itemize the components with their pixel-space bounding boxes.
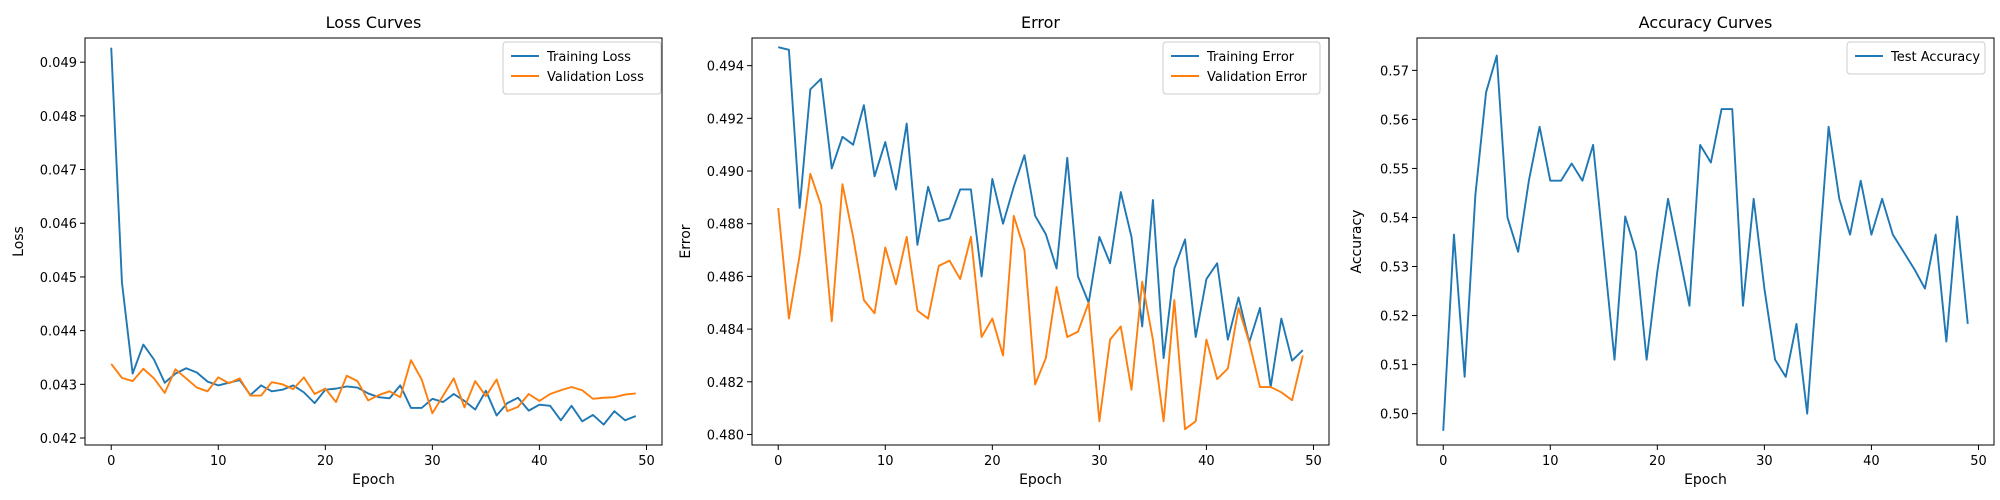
- y-tick-label: 0.52: [1380, 310, 1409, 325]
- y-tick-label: 0.482: [707, 376, 744, 391]
- chart-title: Error: [1021, 13, 1060, 32]
- y-tick-label: 0.56: [1380, 113, 1409, 128]
- y-tick-label: 0.51: [1380, 359, 1409, 374]
- x-tick-label: 40: [531, 454, 548, 469]
- x-tick-label: 20: [984, 454, 1001, 469]
- x-tick-label: 10: [1542, 454, 1559, 469]
- axes-frame: [1416, 37, 1995, 446]
- y-tick-label: 0.049: [40, 56, 77, 71]
- series-line-validation-loss: [110, 359, 636, 415]
- x-tick-label: 0: [1439, 454, 1447, 469]
- y-axis-label: Loss: [11, 226, 27, 257]
- axes-frame: [84, 37, 663, 446]
- chart-panel-3: 0 10 20 30 40 50 0.50 0.51 0.52 0.53 0.54 0.55 0.56 0…: [1349, 13, 1995, 488]
- series-line-test-accuracy: [1442, 54, 1969, 431]
- x-tick-label: 50: [1970, 454, 1987, 469]
- y-tick-label: 0.55: [1380, 162, 1409, 177]
- chart-title: Accuracy Curves: [1639, 13, 1773, 32]
- legend-box: [1162, 41, 1321, 95]
- y-tick-label: 0.480: [707, 428, 744, 443]
- x-tick-label: 50: [638, 454, 655, 469]
- y-tick-label: 0.043: [40, 378, 77, 393]
- y-tick-label: 0.048: [40, 110, 77, 125]
- series-line-validation-error: [777, 172, 1304, 431]
- y-tick-label: 0.042: [40, 432, 77, 447]
- x-tick-label: 50: [1305, 454, 1322, 469]
- series-line-training-error: [778, 46, 1304, 388]
- y-tick-label: 0.046: [40, 217, 77, 232]
- x-tick-label: 20: [1649, 454, 1666, 469]
- x-tick-label: 40: [1863, 454, 1880, 469]
- y-tick-label: 0.54: [1380, 211, 1409, 226]
- y-tick-label: 0.492: [707, 112, 744, 127]
- legend-label: Validation Loss: [547, 70, 644, 85]
- legend: Training Error Validation Error: [1162, 41, 1321, 95]
- legend-box: [502, 41, 662, 95]
- x-axis-label: Epoch: [352, 472, 395, 488]
- series-line-training-loss: [110, 47, 637, 426]
- y-tick-label: 0.484: [707, 323, 744, 338]
- x-tick-label: 40: [1198, 454, 1215, 469]
- legend-label: Training Error: [1206, 50, 1295, 65]
- legend: Training Loss Validation Loss: [502, 41, 662, 95]
- y-tick-label: 0.488: [707, 218, 744, 233]
- x-tick-label: 0: [107, 454, 115, 469]
- y-tick-label: 0.494: [707, 60, 744, 75]
- x-tick-label: 30: [1091, 454, 1108, 469]
- y-tick-label: 0.044: [40, 325, 77, 340]
- y-axis-label: Accuracy: [1349, 210, 1365, 274]
- x-axis-label: Epoch: [1684, 472, 1727, 488]
- x-tick-label: 10: [210, 454, 227, 469]
- y-tick-label: 0.50: [1380, 408, 1409, 423]
- x-tick-label: 30: [424, 454, 441, 469]
- legend-label: Validation Error: [1207, 70, 1308, 85]
- chart-title: Loss Curves: [326, 13, 422, 32]
- y-tick-label: 0.047: [40, 164, 77, 179]
- y-tick-label: 0.045: [40, 271, 77, 286]
- y-tick-label: 0.486: [707, 270, 744, 285]
- legend-box: [1846, 41, 1986, 75]
- x-tick-label: 10: [877, 454, 894, 469]
- y-tick-label: 0.53: [1380, 261, 1409, 276]
- y-tick-label: 0.57: [1380, 64, 1409, 79]
- axes-frame: [751, 37, 1330, 446]
- legend-label: Training Loss: [546, 50, 631, 65]
- chart-panel-1: 0 10 20 30 40 50 0.042 0.043 0.044 0.045 0.046 0.04…: [11, 13, 663, 488]
- legend: Test Accuracy: [1846, 41, 1986, 75]
- x-tick-label: 30: [1756, 454, 1773, 469]
- y-axis-label: Error: [678, 224, 694, 258]
- x-tick-label: 20: [317, 454, 334, 469]
- legend-label: Test Accuracy: [1890, 50, 1980, 65]
- x-axis-label: Epoch: [1019, 472, 1062, 488]
- x-tick-label: 0: [774, 454, 782, 469]
- y-tick-label: 0.490: [707, 165, 744, 180]
- chart-panel-2: 0 10 20 30 40 50 0.480 0.482 0.484 0.486 0.488 0.49…: [678, 13, 1330, 488]
